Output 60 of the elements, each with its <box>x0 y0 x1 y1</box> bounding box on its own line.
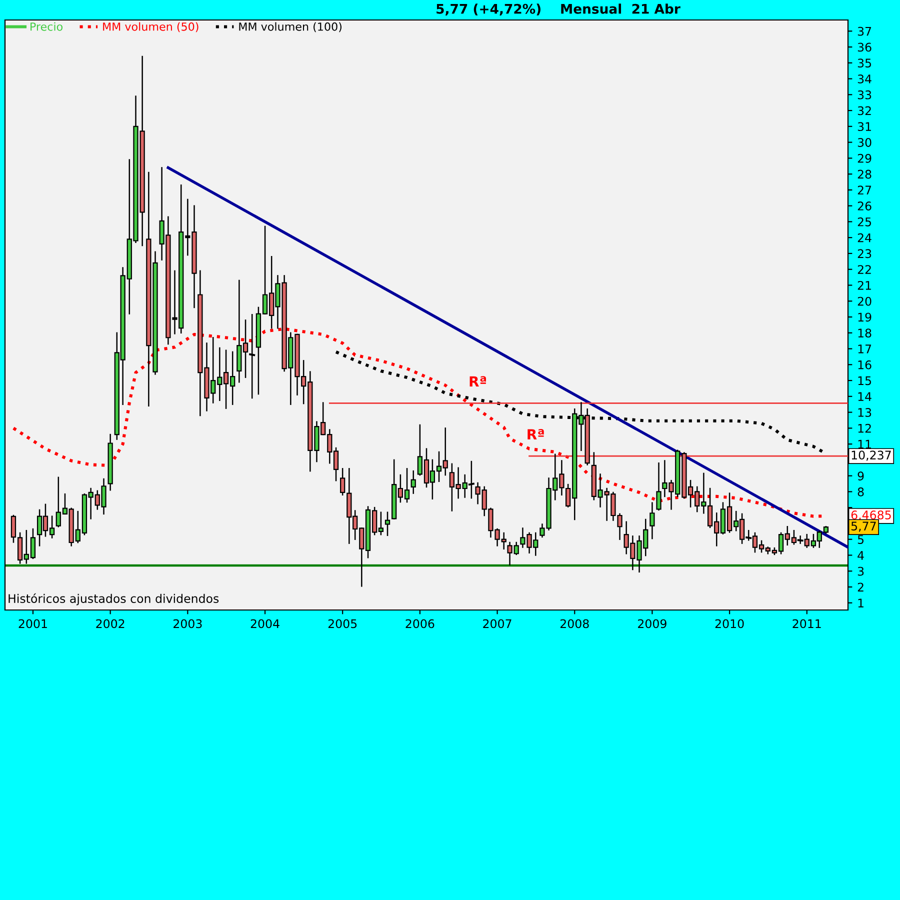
x-tick-label: 2009 <box>638 619 666 628</box>
annotation: Rª <box>470 376 486 386</box>
x-tick-label: 2011 <box>792 619 821 628</box>
x-tick-label: 2007 <box>483 619 512 628</box>
annotation: 6,4685 <box>851 510 891 521</box>
y-tick-label: 25 <box>858 217 872 226</box>
legend-label: MM volumen (100) <box>239 22 342 32</box>
x-tick-label: 2010 <box>715 619 744 628</box>
y-tick-label: 24 <box>858 233 872 242</box>
y-tick-label: 30 <box>858 138 872 147</box>
y-tick-label: 15 <box>858 376 872 386</box>
y-tick-label: 29 <box>858 154 872 163</box>
annotation: Históricos ajustados con dividendos <box>8 593 219 606</box>
y-tick-label: 34 <box>858 74 872 84</box>
y-tick-label: 21 <box>858 280 871 290</box>
y-tick-label: 37 <box>858 26 872 36</box>
y-tick-label: 8 <box>858 487 864 496</box>
x-tick-label: 2006 <box>406 619 434 628</box>
x-tick-label: 2002 <box>96 619 124 628</box>
y-tick-label: 31 <box>858 122 871 132</box>
candlestick <box>656 462 662 511</box>
y-tick-label: 19 <box>858 312 872 322</box>
y-tick-label: 28 <box>858 170 872 179</box>
y-tick-label: 5 <box>858 535 864 544</box>
y-tick-label: 36 <box>858 42 872 52</box>
x-tick-label: 2003 <box>174 619 202 628</box>
y-tick-label: 20 <box>858 296 872 306</box>
y-tick-label: 3 <box>858 566 864 576</box>
x-tick-label: 2001 <box>18 619 47 628</box>
y-tick-label: 18 <box>858 328 872 338</box>
y-tick-label: 35 <box>858 58 872 68</box>
legend-label: MM volumen (50) <box>103 22 198 32</box>
y-tick-label: 27 <box>858 186 872 194</box>
x-tick-label: 2005 <box>328 619 357 628</box>
y-tick-label: 1 <box>858 598 864 608</box>
x-tick-label: 2004 <box>250 619 280 628</box>
y-tick-label: 11 <box>858 440 871 449</box>
y-tick-label: 22 <box>858 265 871 274</box>
candlestick <box>650 502 655 540</box>
chart-title: 5,77 (+4,72%) Mensual 21 Abr <box>436 4 680 16</box>
y-tick-label: 17 <box>858 344 872 354</box>
y-tick-label: 14 <box>858 392 872 401</box>
y-tick-label: 16 <box>858 360 872 370</box>
y-tick-label: 23 <box>858 249 872 258</box>
y-tick-label: 2 <box>858 582 864 592</box>
annotation: 5,77 <box>851 522 876 532</box>
x-tick-label: 2008 <box>560 619 589 628</box>
annotation: 10,237 <box>852 450 891 461</box>
y-tick-label: 32 <box>858 106 871 116</box>
annotation: Rª <box>528 429 544 440</box>
y-tick-label: 4 <box>858 551 864 560</box>
y-tick-label: 33 <box>858 90 872 100</box>
y-tick-label: 12 <box>858 424 871 433</box>
y-tick-label: 13 <box>858 408 872 417</box>
candlestick <box>410 470 416 494</box>
legend-label: Precio <box>30 22 62 31</box>
y-tick-label: 9 <box>858 472 864 480</box>
y-tick-label: 26 <box>858 202 872 210</box>
candlestick <box>384 512 390 536</box>
candlestick <box>249 314 256 399</box>
